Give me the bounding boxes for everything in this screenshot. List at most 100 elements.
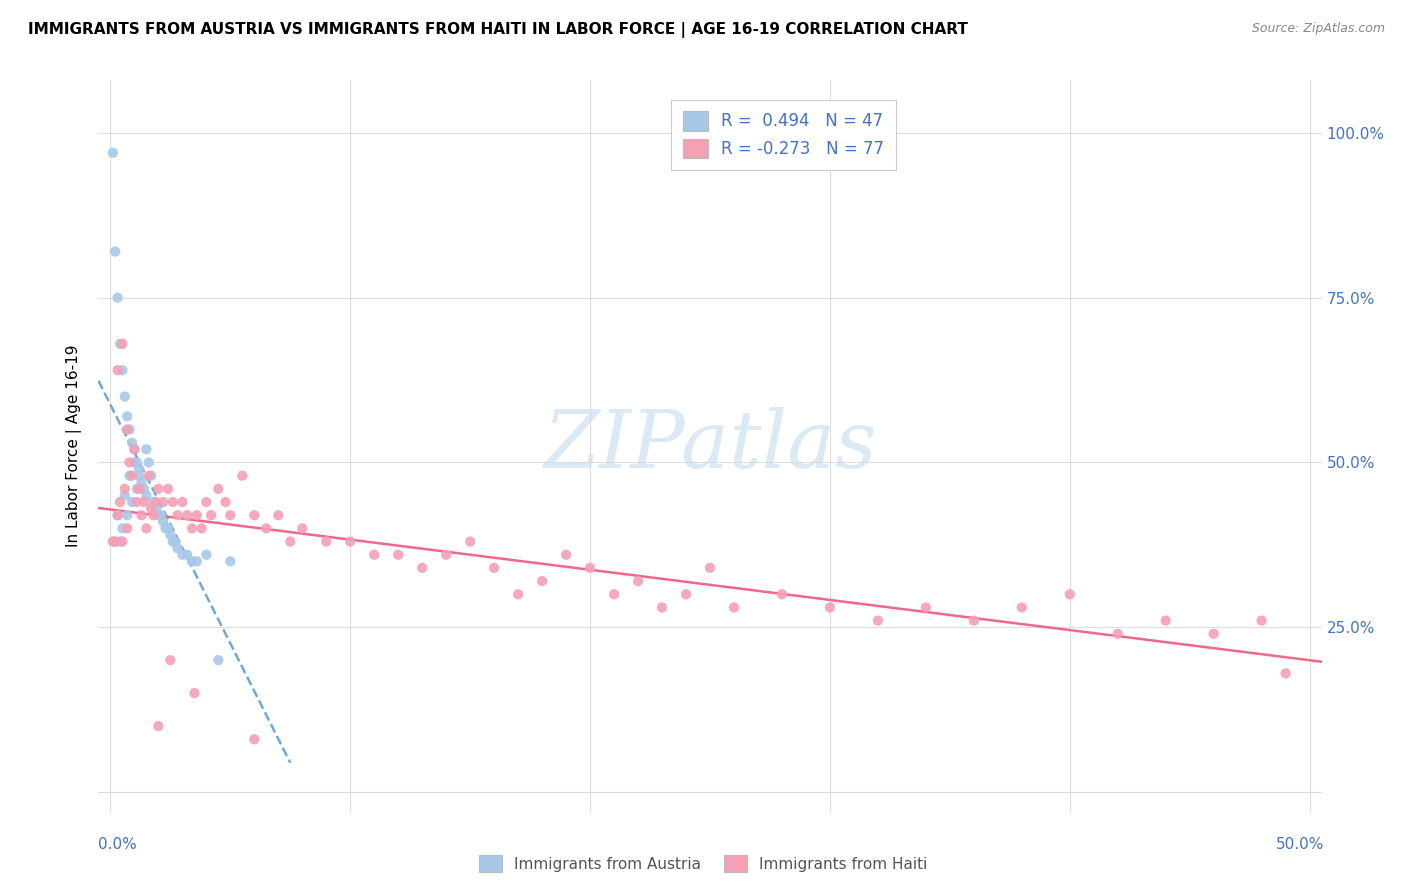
Point: [114, 390, 136, 404]
Point: [141, 501, 163, 516]
Point: [128, 482, 150, 496]
Point: [181, 521, 204, 535]
Point: [111, 336, 134, 351]
Point: [114, 488, 136, 502]
Point: [219, 554, 242, 568]
Point: [159, 653, 181, 667]
Point: [190, 521, 212, 535]
Point: [181, 554, 204, 568]
Point: [411, 561, 433, 575]
Point: [145, 495, 167, 509]
Text: ZIPatlas: ZIPatlas: [543, 408, 877, 484]
Point: [104, 534, 127, 549]
Point: [162, 534, 184, 549]
Point: [135, 442, 157, 457]
Point: [125, 482, 148, 496]
Point: [214, 495, 236, 509]
Point: [278, 534, 301, 549]
Point: [115, 423, 138, 437]
Point: [104, 244, 127, 259]
Point: [1011, 600, 1033, 615]
Text: 50.0%: 50.0%: [1277, 837, 1324, 852]
Point: [111, 534, 134, 549]
Point: [128, 468, 150, 483]
Point: [579, 561, 602, 575]
Point: [148, 508, 170, 523]
Point: [183, 686, 205, 700]
Point: [866, 614, 889, 628]
Point: [121, 495, 143, 509]
Point: [176, 548, 198, 562]
Point: [121, 435, 143, 450]
Point: [115, 409, 138, 424]
Text: Source: ZipAtlas.com: Source: ZipAtlas.com: [1251, 22, 1385, 36]
Point: [121, 468, 143, 483]
Point: [124, 442, 146, 457]
Point: [291, 521, 314, 535]
Point: [152, 495, 174, 509]
Point: [219, 508, 242, 523]
Point: [125, 495, 148, 509]
Point: [243, 508, 266, 523]
Point: [195, 495, 218, 509]
Point: [231, 468, 253, 483]
Point: [339, 534, 361, 549]
Point: [1250, 614, 1272, 628]
Point: [482, 561, 505, 575]
Point: [138, 455, 160, 469]
Point: [162, 495, 184, 509]
Point: [603, 587, 626, 601]
Point: [159, 528, 181, 542]
Point: [107, 291, 129, 305]
Point: [125, 455, 148, 469]
Point: [207, 482, 229, 496]
Point: [651, 600, 673, 615]
Point: [675, 587, 697, 601]
Point: [458, 534, 481, 549]
Point: [165, 534, 187, 549]
Point: [124, 442, 146, 457]
Point: [1202, 627, 1225, 641]
Point: [124, 455, 146, 469]
Point: [267, 508, 290, 523]
Point: [111, 363, 134, 377]
Point: [1274, 666, 1296, 681]
Point: [107, 508, 129, 523]
Point: [115, 521, 138, 535]
Point: [627, 574, 650, 588]
Point: [555, 548, 578, 562]
Point: [104, 534, 127, 549]
Point: [135, 488, 157, 502]
Text: IMMIGRANTS FROM AUSTRIA VS IMMIGRANTS FROM HAITI IN LABOR FORCE | AGE 16-19 CORR: IMMIGRANTS FROM AUSTRIA VS IMMIGRANTS FR…: [28, 22, 967, 38]
Point: [101, 534, 124, 549]
Point: [172, 548, 194, 562]
Point: [131, 475, 153, 490]
Legend: Immigrants from Austria, Immigrants from Haiti: Immigrants from Austria, Immigrants from…: [471, 847, 935, 880]
Point: [131, 508, 153, 523]
Point: [315, 534, 337, 549]
Point: [176, 508, 198, 523]
Point: [963, 614, 986, 628]
Point: [108, 534, 131, 549]
Point: [141, 468, 163, 483]
Point: [107, 363, 129, 377]
Point: [155, 521, 177, 535]
Point: [166, 541, 188, 556]
Point: [108, 336, 131, 351]
Point: [1154, 614, 1177, 628]
Y-axis label: In Labor Force | Age 16-19: In Labor Force | Age 16-19: [66, 344, 83, 548]
Point: [387, 548, 409, 562]
Point: [156, 521, 179, 535]
Point: [132, 482, 155, 496]
Point: [770, 587, 793, 601]
Point: [1059, 587, 1081, 601]
Point: [915, 600, 938, 615]
Point: [508, 587, 530, 601]
Point: [363, 548, 385, 562]
Point: [135, 521, 157, 535]
Point: [152, 515, 174, 529]
Point: [148, 719, 170, 733]
Point: [699, 561, 721, 575]
Point: [195, 548, 218, 562]
Point: [254, 521, 277, 535]
